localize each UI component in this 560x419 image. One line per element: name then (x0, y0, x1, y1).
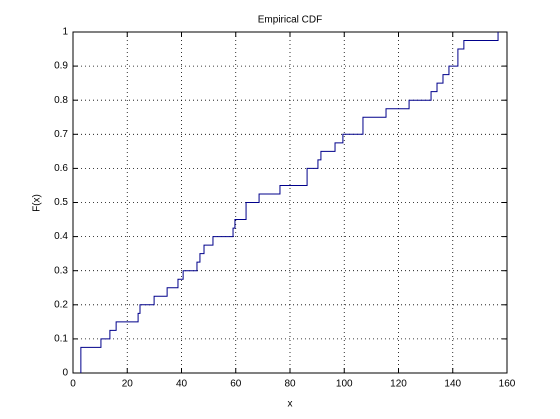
x-tick-label: 20 (122, 379, 134, 390)
y-axis-label: F(x) (32, 194, 43, 212)
y-tick-label: 0.8 (54, 95, 68, 106)
x-tick-label: 60 (230, 379, 242, 390)
x-tick-label: 40 (176, 379, 188, 390)
x-axis-label: x (288, 399, 293, 410)
x-tick-label: 80 (284, 379, 296, 390)
y-tick-label: 0.2 (54, 299, 68, 310)
y-tick-label: 0.1 (54, 334, 68, 345)
x-tick-label: 0 (70, 379, 76, 390)
chart-title: Empirical CDF (258, 15, 322, 26)
y-tick-label: 0.3 (54, 265, 68, 276)
y-tick-label: 0.9 (54, 61, 68, 72)
y-tick-label: 0.5 (54, 197, 68, 208)
y-tick-label: 0 (62, 368, 68, 379)
x-tick-label: 160 (499, 379, 516, 390)
y-tick-label: 0.4 (54, 231, 68, 242)
x-tick-label: 140 (444, 379, 461, 390)
y-tick-label: 0.7 (54, 129, 68, 140)
x-tick-label: 100 (336, 379, 353, 390)
cdf-line (80, 32, 499, 373)
y-tick-label: 1 (62, 27, 68, 38)
y-tick-label: 0.6 (54, 163, 68, 174)
x-tick-label: 120 (390, 379, 407, 390)
